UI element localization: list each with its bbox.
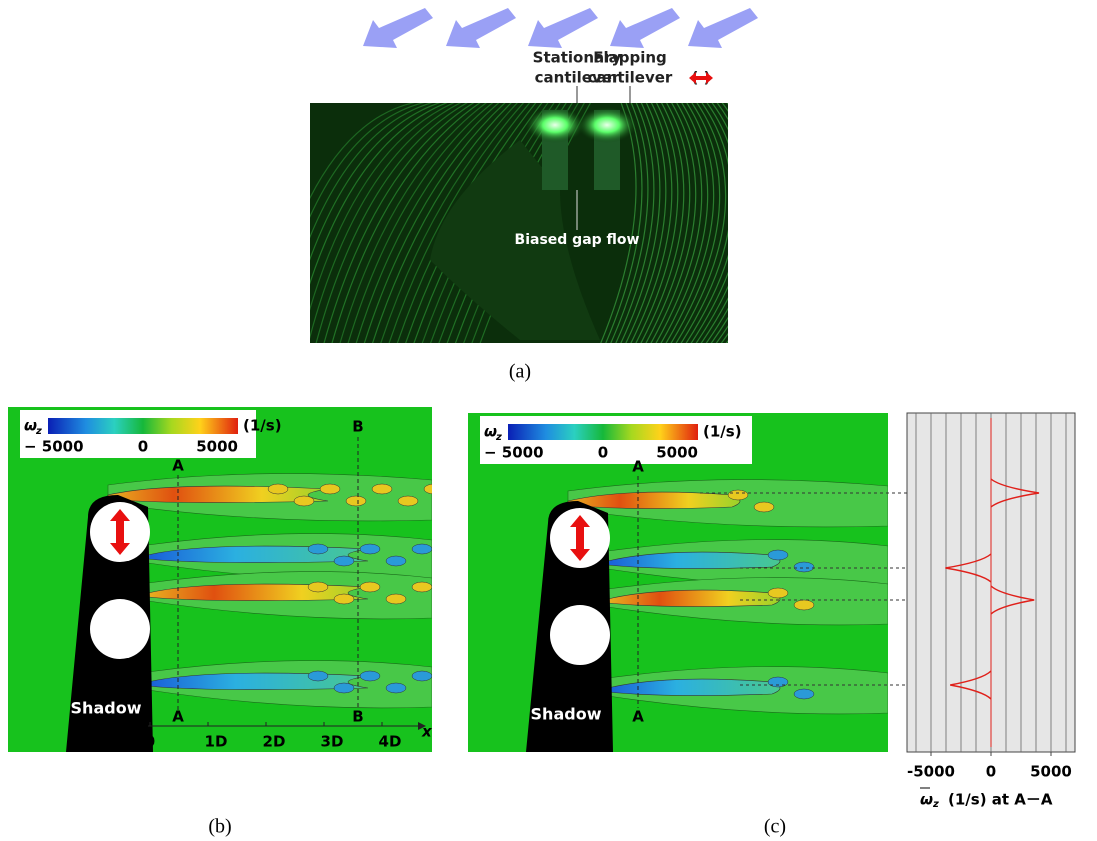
- vortex: [372, 484, 392, 494]
- x-tick-label: 0: [145, 733, 155, 751]
- vortex: [412, 671, 432, 681]
- shadow-label: Shadow: [71, 699, 142, 718]
- glow: [577, 107, 637, 143]
- vortex: [754, 502, 774, 512]
- vortex: [424, 484, 444, 494]
- glow: [525, 107, 585, 143]
- label: Flapping: [593, 49, 667, 67]
- section-label: A: [632, 708, 644, 726]
- x-tick-label: 1D: [205, 733, 228, 751]
- vortex: [346, 496, 366, 506]
- section-label: A: [172, 708, 184, 726]
- vortex: [386, 556, 406, 566]
- arrow: [363, 8, 433, 48]
- arrow: [688, 8, 758, 48]
- vortex: [398, 496, 418, 506]
- figure: Stationary cantilever Flapping cantileve…: [0, 0, 1097, 841]
- streak: [725, 100, 786, 345]
- colorbar-max: 5000: [656, 444, 698, 462]
- vortex: [794, 562, 814, 572]
- cylinder: [550, 605, 610, 665]
- colorbar-mid: 0: [598, 444, 608, 462]
- caption: (a): [509, 361, 531, 383]
- x-axis-symbol-sub: z: [932, 799, 939, 810]
- vortex: [360, 544, 380, 554]
- x-tick-label: 3D: [321, 733, 344, 751]
- x-tick-label: 0: [986, 763, 996, 781]
- colorbar-unit: (1/s): [703, 423, 742, 441]
- colorbar-unit: (1/s): [243, 417, 282, 435]
- flow-arrows: [363, 8, 758, 48]
- x-tick-label: 2D: [263, 733, 286, 751]
- vortex: [438, 683, 458, 693]
- section-label: A: [632, 458, 644, 476]
- caption: (b): [208, 816, 231, 838]
- vortex: [360, 582, 380, 592]
- vortex: [308, 671, 328, 681]
- vortex: [438, 556, 458, 566]
- section-label: B: [352, 418, 363, 436]
- section-label: A: [172, 457, 184, 475]
- section-label: B: [352, 708, 363, 726]
- vortex: [768, 550, 788, 560]
- colorbar: [48, 418, 238, 434]
- vortex: [386, 683, 406, 693]
- label: Biased gap flow: [515, 232, 640, 248]
- cylinder: [90, 599, 150, 659]
- arrow: [610, 8, 680, 48]
- x-tick-label: -5000: [907, 763, 955, 781]
- vortex: [412, 544, 432, 554]
- vortex: [794, 689, 814, 699]
- colorbar-min: − 5000: [24, 438, 84, 456]
- vortex: [438, 594, 458, 604]
- vortex: [360, 671, 380, 681]
- vortex: [334, 683, 354, 693]
- vortex: [268, 484, 288, 494]
- vortex: [386, 594, 406, 604]
- vortex: [768, 588, 788, 598]
- x-tick-label: 4D: [379, 733, 402, 751]
- x-axis-symbol: ω: [920, 791, 933, 809]
- label: cantilever: [588, 69, 673, 87]
- caption: (c): [764, 816, 786, 838]
- vortex: [794, 600, 814, 610]
- colorbar-max: 5000: [196, 438, 238, 456]
- colorbar-symbol-sub: z: [495, 432, 502, 443]
- colorbar-symbol-sub: z: [35, 426, 42, 437]
- x-axis-label: (1/s) at A－A: [948, 791, 1053, 809]
- vortex: [412, 582, 432, 592]
- x-tick-label: 5000: [1030, 763, 1072, 781]
- colorbar-min: − 5000: [484, 444, 544, 462]
- vortex: [308, 582, 328, 592]
- streak: [720, 100, 780, 345]
- vortex: [728, 490, 748, 500]
- vortex: [294, 496, 314, 506]
- arrow: [528, 8, 598, 48]
- x-axis-label: x: [421, 723, 433, 741]
- shadow-label: Shadow: [531, 705, 602, 724]
- vortex: [320, 484, 340, 494]
- colorbar: [508, 424, 698, 440]
- colorbar-mid: 0: [138, 438, 148, 456]
- vortex: [308, 544, 328, 554]
- vortex: [334, 556, 354, 566]
- vortex: [334, 594, 354, 604]
- arrow: [446, 8, 516, 48]
